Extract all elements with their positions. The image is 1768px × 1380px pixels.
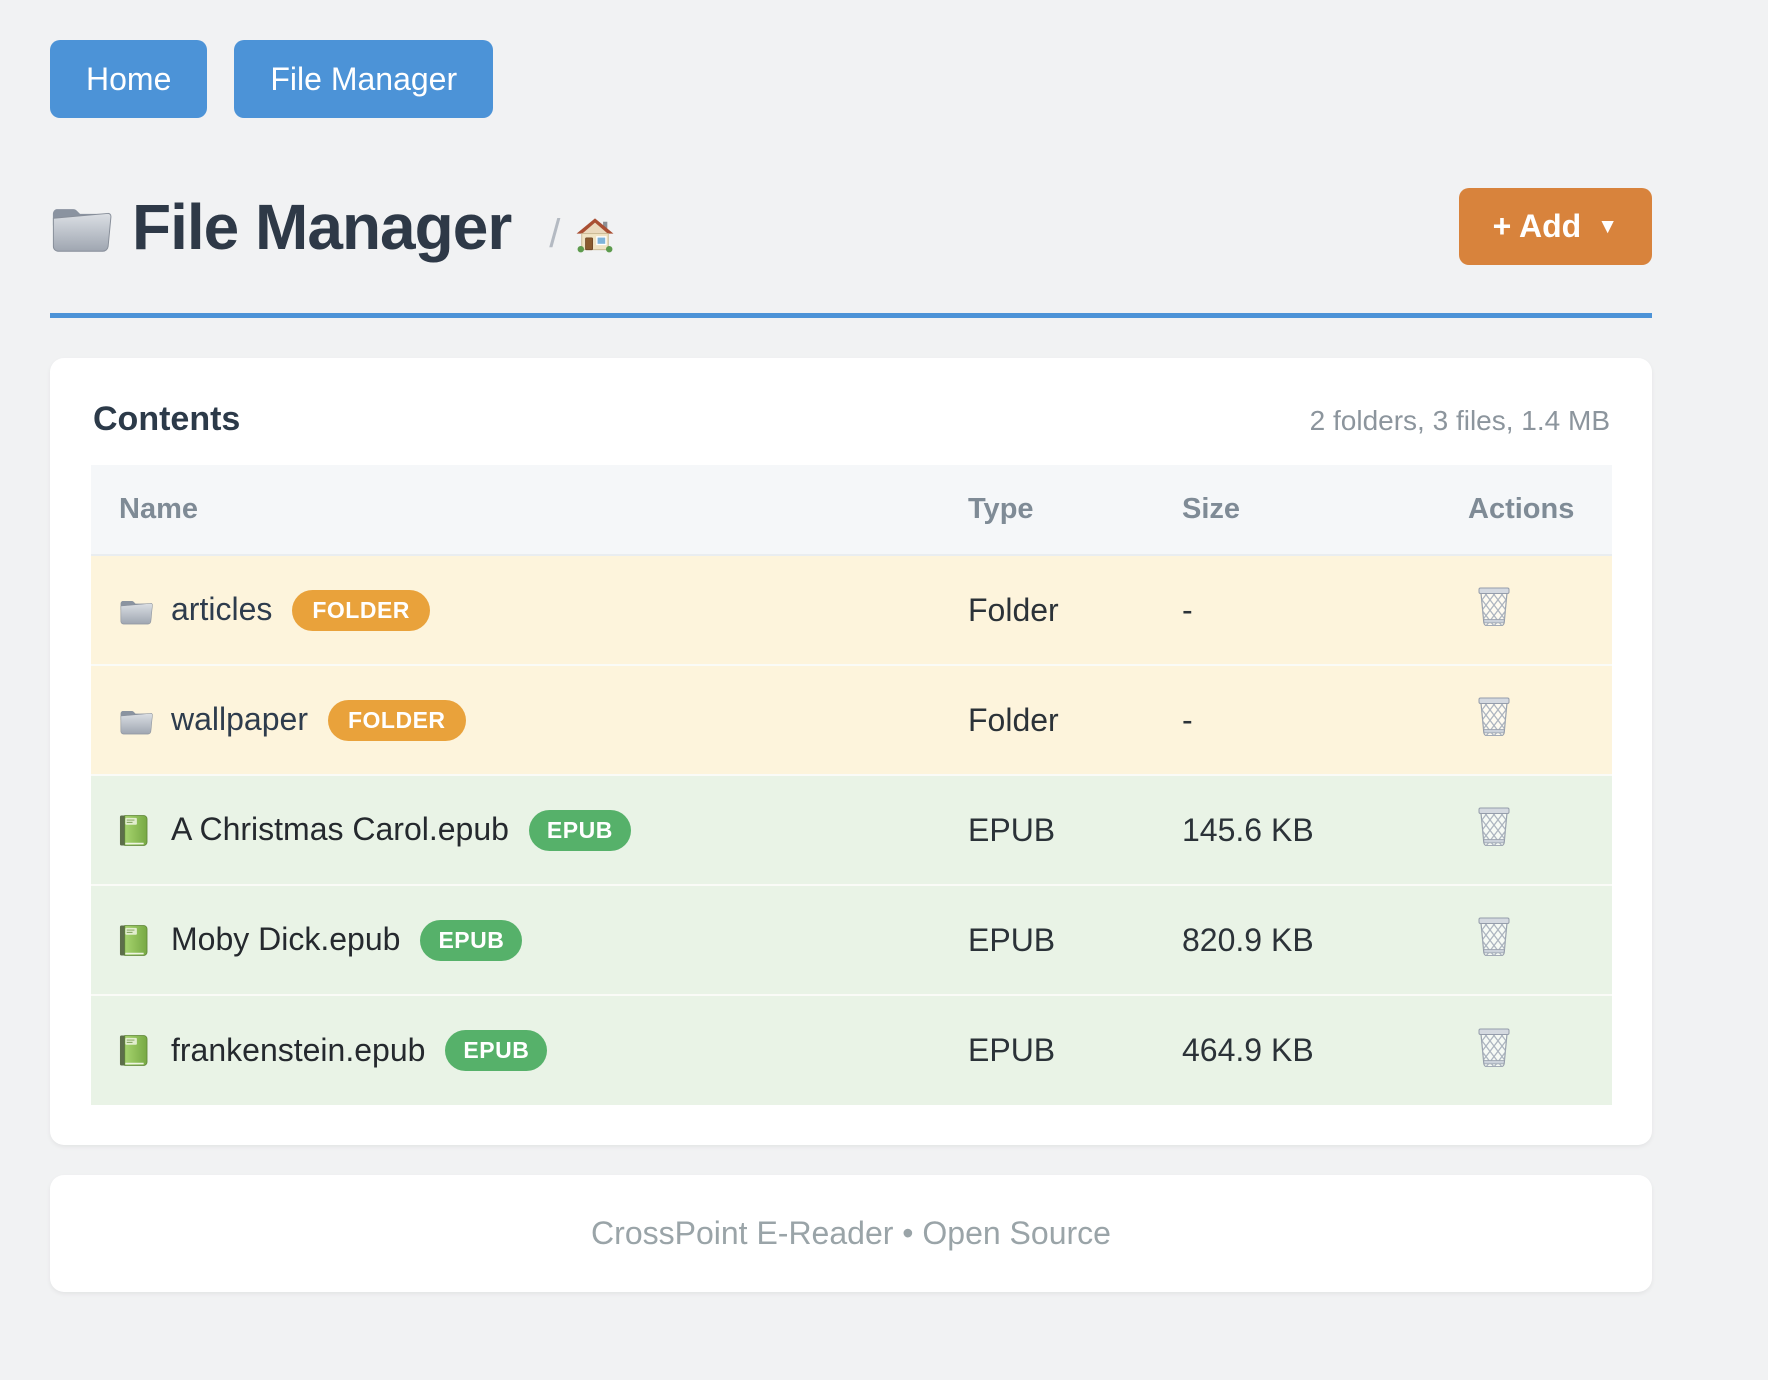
- item-type: Folder: [940, 555, 1154, 665]
- page-title: File Manager: [132, 195, 511, 259]
- book-icon: [119, 924, 155, 957]
- house-icon: [576, 217, 614, 253]
- nav-home-button[interactable]: Home: [50, 40, 207, 118]
- title-group: File Manager /: [50, 195, 614, 259]
- book-icon: [119, 814, 148, 847]
- folder-icon: [50, 200, 112, 253]
- type-badge: FOLDER: [328, 700, 466, 741]
- trash-icon: [1476, 916, 1512, 956]
- item-size: 145.6 KB: [1154, 775, 1440, 885]
- page-header: File Manager / + Add ▼: [50, 188, 1652, 318]
- table-body: articles FOLDER Folder - wallpaper FOLDE…: [91, 555, 1612, 1105]
- folder-icon: [119, 596, 153, 625]
- item-size: 464.9 KB: [1154, 995, 1440, 1105]
- type-badge: EPUB: [529, 810, 631, 851]
- column-header-name: Name: [91, 465, 940, 555]
- item-name[interactable]: Moby Dick.epub: [171, 922, 400, 957]
- footer-card: CrossPoint E-Reader • Open Source: [50, 1175, 1652, 1292]
- table-row: wallpaper FOLDER Folder -: [91, 665, 1612, 775]
- type-badge: EPUB: [445, 1030, 547, 1071]
- table-row: Moby Dick.epub EPUB EPUB 820.9 KB: [91, 885, 1612, 995]
- item-name[interactable]: frankenstein.epub: [171, 1033, 425, 1068]
- folder-icon: [119, 706, 155, 735]
- item-type: EPUB: [940, 995, 1154, 1105]
- type-badge: FOLDER: [292, 590, 430, 631]
- book-icon: [119, 1034, 148, 1067]
- table-row: articles FOLDER Folder -: [91, 555, 1612, 665]
- item-name[interactable]: wallpaper: [171, 702, 308, 737]
- book-icon: [119, 1034, 155, 1067]
- folder-icon: [119, 596, 155, 625]
- breadcrumb-home-link[interactable]: [576, 217, 614, 253]
- item-size: -: [1154, 665, 1440, 775]
- book-icon: [119, 814, 155, 847]
- chevron-down-icon: ▼: [1597, 215, 1618, 239]
- top-nav: Home File Manager: [50, 40, 1652, 118]
- trash-icon: [1476, 1027, 1512, 1067]
- book-icon: [119, 924, 148, 957]
- delete-button[interactable]: [1476, 1027, 1512, 1067]
- type-badge: EPUB: [420, 920, 522, 961]
- contents-panel: Contents 2 folders, 3 files, 1.4 MB Name…: [50, 358, 1652, 1145]
- trash-icon: [1476, 696, 1512, 736]
- file-table: Name Type Size Actions articles FOLDER F…: [91, 465, 1612, 1105]
- nav-file-manager-button[interactable]: File Manager: [234, 40, 493, 118]
- panel-heading: Contents: [93, 400, 240, 439]
- table-row: frankenstein.epub EPUB EPUB 464.9 KB: [91, 995, 1612, 1105]
- add-button-label: + Add: [1493, 208, 1582, 245]
- item-size: 820.9 KB: [1154, 885, 1440, 995]
- item-type: EPUB: [940, 885, 1154, 995]
- item-name[interactable]: A Christmas Carol.epub: [171, 812, 509, 847]
- column-header-actions: Actions: [1440, 465, 1612, 555]
- add-button[interactable]: + Add ▼: [1459, 188, 1652, 265]
- table-header-row: Name Type Size Actions: [91, 465, 1612, 555]
- trash-icon: [1476, 806, 1512, 846]
- breadcrumb-separator: /: [549, 212, 560, 257]
- delete-button[interactable]: [1476, 586, 1512, 626]
- panel-header: Contents 2 folders, 3 files, 1.4 MB: [91, 400, 1612, 439]
- delete-button[interactable]: [1476, 696, 1512, 736]
- column-header-type: Type: [940, 465, 1154, 555]
- delete-button[interactable]: [1476, 916, 1512, 956]
- item-type: EPUB: [940, 775, 1154, 885]
- item-type: Folder: [940, 665, 1154, 775]
- item-name[interactable]: articles: [171, 592, 272, 627]
- trash-icon: [1476, 586, 1512, 626]
- folder-icon: [119, 706, 153, 735]
- footer-text: CrossPoint E-Reader • Open Source: [591, 1215, 1111, 1251]
- contents-summary: 2 folders, 3 files, 1.4 MB: [1310, 405, 1610, 437]
- page: Home File Manager File Manager /: [50, 40, 1652, 1292]
- table-row: A Christmas Carol.epub EPUB EPUB 145.6 K…: [91, 775, 1612, 885]
- column-header-size: Size: [1154, 465, 1440, 555]
- item-size: -: [1154, 555, 1440, 665]
- delete-button[interactable]: [1476, 806, 1512, 846]
